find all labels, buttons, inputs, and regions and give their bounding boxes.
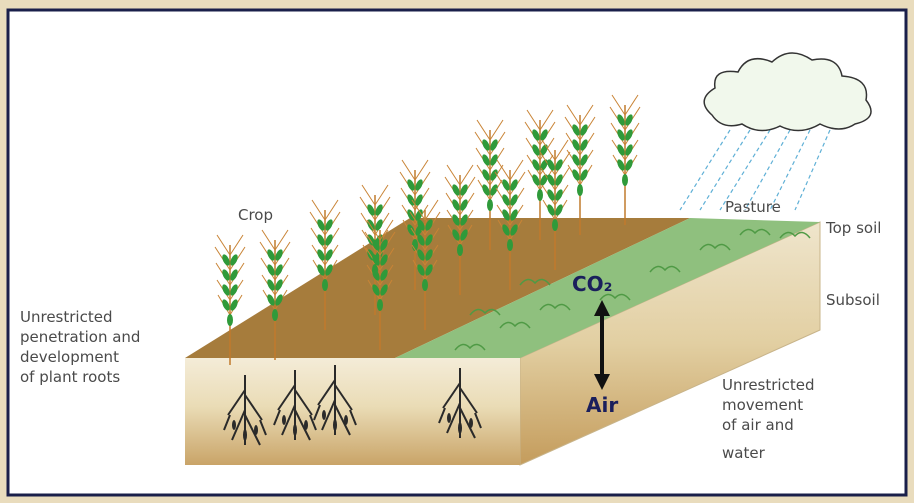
front-face [185,358,520,465]
roots-label: Unrestricted [20,308,112,326]
pasture-label: Pasture [725,198,781,216]
pasture-surface [395,218,820,358]
roots-label: of plant roots [20,368,120,386]
roots-label: development [20,348,119,366]
movement-label: water [722,444,766,462]
movement-label: movement [722,396,803,414]
movement-label: of air and [722,416,794,434]
roots-label: penetration and [20,328,140,346]
subsoil-label: Subsoil [826,291,880,309]
co2-label: CO₂ [572,272,612,296]
arrow [594,300,610,390]
top-soil-label: Top soil [825,219,881,237]
rain [679,129,831,211]
crop-surface [185,218,690,358]
crop-label: Crop [238,206,273,224]
air-label: Air [586,393,618,417]
cloud [703,52,872,132]
movement-label: Unrestricted [722,376,814,394]
